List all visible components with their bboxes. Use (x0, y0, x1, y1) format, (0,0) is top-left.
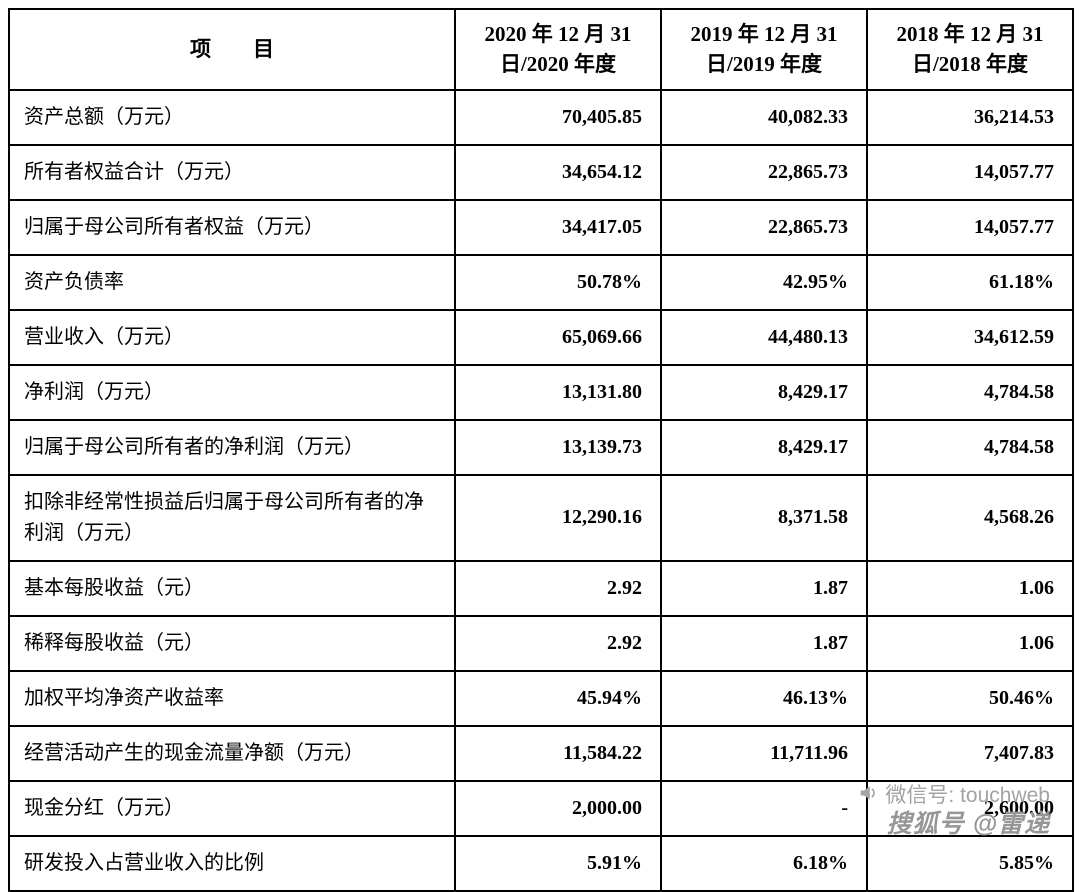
row-value: 65,069.66 (454, 308, 662, 366)
row-label: 净利润（万元） (8, 363, 456, 421)
row-value: 4,568.26 (866, 473, 1074, 562)
row-value: 5.91% (454, 834, 662, 892)
header-col-2019-line2: 日/2019 年度 (705, 52, 823, 77)
row-value: 42.95% (660, 253, 868, 311)
header-col-2018-line1: 2018 年 12 月 31 (896, 22, 1044, 46)
row-value: 61.18% (866, 253, 1074, 311)
financial-summary-table: 项 目 2020 年 12 月 31 日/2020 年度 2019 年 12 月… (8, 8, 1074, 892)
watermark: 微信号: touchweb 搜狐号 @雷递 (859, 783, 1050, 841)
row-value: 44,480.13 (660, 308, 868, 366)
row-value: 45.94% (454, 669, 662, 727)
row-label: 研发投入占营业收入的比例 (8, 834, 456, 892)
table-row: 现金分红（万元） 2,000.00 - 2,600.00 (8, 779, 1074, 837)
header-col-2019: 2019 年 12 月 31 日/2019 年度 (660, 8, 868, 91)
row-value: 34,612.59 (866, 308, 1074, 366)
row-value: 34,417.05 (454, 198, 662, 256)
row-label: 现金分红（万元） (8, 779, 456, 837)
row-label: 扣除非经常性损益后归属于母公司所有者的净利润（万元） (8, 473, 456, 562)
header-col-2018: 2018 年 12 月 31 日/2018 年度 (866, 8, 1074, 91)
row-value: 12,290.16 (454, 473, 662, 562)
row-value: 14,057.77 (866, 198, 1074, 256)
row-value: 40,082.33 (660, 88, 868, 146)
row-value: 8,429.17 (660, 363, 868, 421)
row-value: 1.06 (866, 559, 1074, 617)
row-value: 14,057.77 (866, 143, 1074, 201)
row-value: 11,711.96 (660, 724, 868, 782)
row-value: 2.92 (454, 559, 662, 617)
row-value: 6.18% (660, 834, 868, 892)
row-value: 50.78% (454, 253, 662, 311)
table-row: 基本每股收益（元） 2.92 1.87 1.06 (8, 559, 1074, 617)
table-row: 营业收入（万元） 65,069.66 44,480.13 34,612.59 (8, 308, 1074, 366)
row-value: 1.87 (660, 559, 868, 617)
row-value: 22,865.73 (660, 143, 868, 201)
row-value: - (660, 779, 868, 837)
header-col-2020-line2: 日/2020 年度 (499, 52, 617, 77)
row-value: 13,139.73 (454, 418, 662, 476)
table-row: 资产负债率 50.78% 42.95% 61.18% (8, 253, 1074, 311)
row-value: 8,429.17 (660, 418, 868, 476)
row-label: 加权平均净资产收益率 (8, 669, 456, 727)
row-label: 资产负债率 (8, 253, 456, 311)
table-row: 归属于母公司所有者的净利润（万元） 13,139.73 8,429.17 4,7… (8, 418, 1074, 476)
table-row: 资产总额（万元） 70,405.85 40,082.33 36,214.53 (8, 88, 1074, 146)
row-label: 资产总额（万元） (8, 88, 456, 146)
header-col-2020-line1: 2020 年 12 月 31 (484, 22, 632, 46)
table-row: 稀释每股收益（元） 2.92 1.87 1.06 (8, 614, 1074, 672)
row-value: 50.46% (866, 669, 1074, 727)
row-label: 归属于母公司所有者权益（万元） (8, 198, 456, 256)
table-row: 归属于母公司所有者权益（万元） 34,417.05 22,865.73 14,0… (8, 198, 1074, 256)
row-value: 22,865.73 (660, 198, 868, 256)
row-value: 5.85% (866, 834, 1074, 892)
header-col-2019-line1: 2019 年 12 月 31 (690, 22, 838, 46)
row-label: 归属于母公司所有者的净利润（万元） (8, 418, 456, 476)
row-value: 4,784.58 (866, 418, 1074, 476)
row-value: 36,214.53 (866, 88, 1074, 146)
table-row: 经营活动产生的现金流量净额（万元） 11,584.22 11,711.96 7,… (8, 724, 1074, 782)
row-value: 11,584.22 (454, 724, 662, 782)
row-value: 2.92 (454, 614, 662, 672)
row-value: 8,371.58 (660, 473, 868, 562)
row-value: 2,000.00 (454, 779, 662, 837)
header-item-label: 项 目 (8, 8, 456, 91)
row-value: 4,784.58 (866, 363, 1074, 421)
row-value: 2,600.00 (866, 779, 1074, 837)
row-label: 所有者权益合计（万元） (8, 143, 456, 201)
row-value: 13,131.80 (454, 363, 662, 421)
table-row: 加权平均净资产收益率 45.94% 46.13% 50.46% (8, 669, 1074, 727)
table-row: 扣除非经常性损益后归属于母公司所有者的净利润（万元） 12,290.16 8,3… (8, 473, 1074, 562)
row-value: 70,405.85 (454, 88, 662, 146)
header-col-2018-line2: 日/2018 年度 (911, 52, 1029, 77)
table-row: 研发投入占营业收入的比例 5.91% 6.18% 5.85% (8, 834, 1074, 892)
row-value: 46.13% (660, 669, 868, 727)
row-value: 1.06 (866, 614, 1074, 672)
watermark-wechat-text: 微信号: touchweb (885, 783, 1050, 807)
row-label: 基本每股收益（元） (8, 559, 456, 617)
row-label: 稀释每股收益（元） (8, 614, 456, 672)
row-value: 7,407.83 (866, 724, 1074, 782)
table-row: 所有者权益合计（万元） 34,654.12 22,865.73 14,057.7… (8, 143, 1074, 201)
header-col-2020: 2020 年 12 月 31 日/2020 年度 (454, 8, 662, 91)
row-value: 1.87 (660, 614, 868, 672)
row-value: 34,654.12 (454, 143, 662, 201)
megaphone-icon (859, 783, 879, 809)
table-header-row: 项 目 2020 年 12 月 31 日/2020 年度 2019 年 12 月… (8, 8, 1074, 91)
row-label: 经营活动产生的现金流量净额（万元） (8, 724, 456, 782)
row-label: 营业收入（万元） (8, 308, 456, 366)
table-row: 净利润（万元） 13,131.80 8,429.17 4,784.58 (8, 363, 1074, 421)
watermark-wechat-line: 微信号: touchweb (859, 783, 1050, 809)
watermark-sohu-text: 搜狐号 @雷递 (886, 809, 1050, 838)
